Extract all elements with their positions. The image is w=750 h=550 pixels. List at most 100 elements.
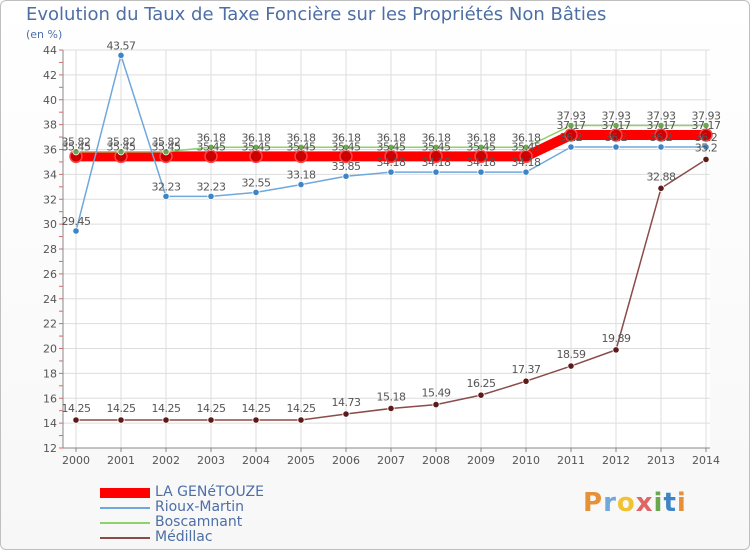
data-label: 35.45 <box>62 140 91 153</box>
legend-swatch <box>100 537 150 539</box>
data-label: 36.18 <box>197 131 226 144</box>
data-label: 33.85 <box>332 160 361 173</box>
y-tick-label: 30 <box>43 218 57 231</box>
data-label: 33.18 <box>287 169 316 182</box>
legend-item: Médillac <box>100 530 264 545</box>
data-label: 14.25 <box>62 402 91 415</box>
data-label: 35.45 <box>467 140 496 153</box>
y-tick-label: 40 <box>43 94 57 107</box>
data-point <box>567 121 575 130</box>
data-label: 14.25 <box>107 402 136 415</box>
data-label: 37.93 <box>557 109 586 122</box>
legend-swatch <box>100 522 150 524</box>
logo-letter: P <box>583 488 604 518</box>
data-label: 36.18 <box>422 131 451 144</box>
data-point <box>117 148 125 156</box>
x-tick-label: 2001 <box>107 454 135 467</box>
logo-letter: t <box>663 488 677 518</box>
data-point <box>297 180 305 189</box>
data-point <box>117 51 125 59</box>
data-label: 37.17 <box>602 119 631 132</box>
x-tick-label: 2011 <box>557 454 585 467</box>
series-boscamnant <box>72 121 710 156</box>
chart-title: Evolution du Taux de Taxe Foncière sur l… <box>26 4 607 25</box>
x-tick-label: 2008 <box>422 454 450 467</box>
data-point <box>162 148 170 156</box>
data-point <box>252 416 260 424</box>
legend-item: LA GENéTOUZE <box>100 485 264 500</box>
y-tick-label: 28 <box>43 243 57 256</box>
logo-letter: i <box>676 488 687 518</box>
data-label: 43.57 <box>107 39 136 52</box>
x-tick-label: 2012 <box>602 454 630 467</box>
data-point <box>72 148 80 156</box>
data-label: 34.18 <box>512 156 541 169</box>
data-label: 35.45 <box>512 140 541 153</box>
logo-letter: i <box>653 488 664 518</box>
legend-label: Boscamnant <box>155 514 243 530</box>
data-point <box>387 404 395 413</box>
data-label: 36.18 <box>512 131 541 144</box>
data-point <box>207 416 215 424</box>
data-label: 19.89 <box>602 332 631 345</box>
x-tick-label: 2009 <box>467 454 495 467</box>
x-tick-label: 2010 <box>512 454 540 467</box>
y-tick-label: 16 <box>43 392 57 405</box>
data-point <box>612 346 620 354</box>
y-tick-label: 34 <box>43 168 57 181</box>
data-point <box>162 416 170 424</box>
y-tick-label: 38 <box>43 119 57 132</box>
data-point <box>657 184 665 192</box>
data-label: 37.93 <box>692 109 721 122</box>
data-point <box>702 143 710 151</box>
data-point <box>657 143 665 151</box>
y-tick-label: 18 <box>43 367 57 380</box>
proxiti-logo: Proxiti <box>583 488 687 518</box>
data-label: 35.45 <box>332 140 361 153</box>
data-label: 29.45 <box>62 215 91 228</box>
data-label: 35.82 <box>107 136 136 149</box>
data-label: 36.18 <box>332 131 361 144</box>
x-tick-label: 2006 <box>332 454 360 467</box>
data-point <box>72 227 80 235</box>
x-tick-label: 2004 <box>242 454 270 467</box>
y-tick-label: 20 <box>43 343 57 356</box>
data-point <box>252 143 260 151</box>
data-point <box>612 121 620 130</box>
data-point <box>432 143 440 151</box>
data-point <box>432 400 440 409</box>
data-point <box>207 192 215 200</box>
data-point <box>297 416 305 424</box>
logo-letter: r <box>603 488 617 518</box>
data-label: 36.2 <box>650 131 673 144</box>
y-tick-label: 22 <box>43 318 57 331</box>
data-point <box>657 121 665 130</box>
data-label: 35.45 <box>242 140 271 153</box>
data-label: 16.25 <box>467 377 496 390</box>
data-point <box>477 391 485 399</box>
data-label: 35.82 <box>152 136 181 149</box>
data-label: 37.17 <box>692 119 721 132</box>
data-point <box>432 168 440 176</box>
data-label: 32.23 <box>152 180 181 193</box>
data-label: 36.2 <box>695 131 718 144</box>
data-label: 32.23 <box>197 180 226 193</box>
data-label: 35.45 <box>377 140 406 153</box>
y-tick-label: 32 <box>43 193 57 206</box>
data-label: 37.17 <box>647 119 676 132</box>
x-tick-label: 2000 <box>62 454 90 467</box>
data-point <box>387 143 395 151</box>
data-label: 36.18 <box>242 131 271 144</box>
data-label: 35.45 <box>422 140 451 153</box>
data-label: 14.25 <box>287 402 316 415</box>
x-tick-label: 2003 <box>197 454 225 467</box>
y-unit-label: (en %) <box>26 28 63 41</box>
data-point <box>72 416 80 424</box>
y-tick-label: 26 <box>43 268 57 281</box>
data-label: 14.25 <box>152 402 181 415</box>
data-label: 35.2 <box>695 141 718 154</box>
data-point <box>477 143 485 151</box>
data-point <box>612 143 620 151</box>
data-label: 36.18 <box>287 131 316 144</box>
data-label: 18.59 <box>557 348 586 361</box>
